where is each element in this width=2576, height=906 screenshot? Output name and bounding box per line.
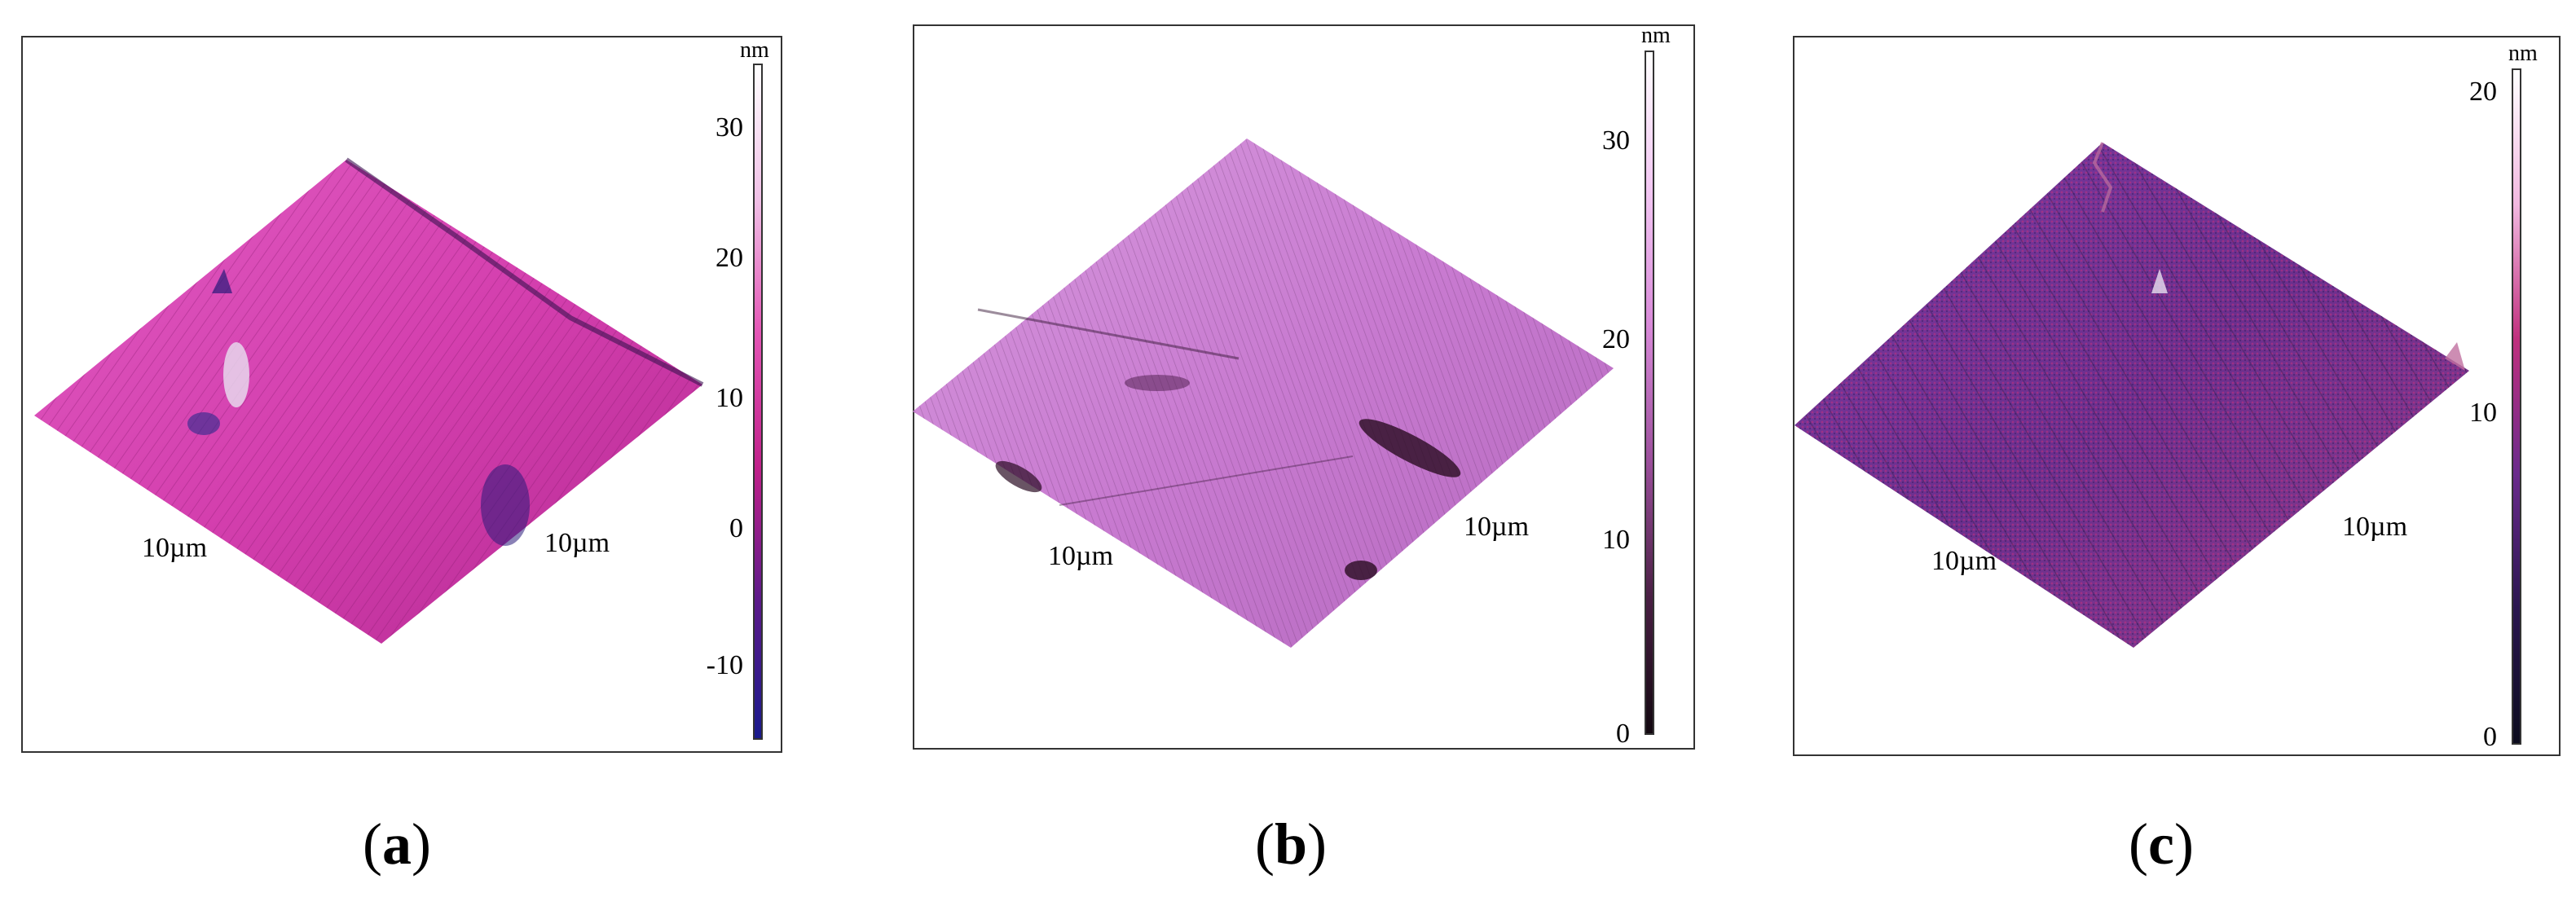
afm-3d-surface-a <box>34 157 704 644</box>
scale-tick-b-20: 20 <box>1602 324 1630 354</box>
axis-label-left-a: 10µm <box>142 533 208 563</box>
caption-c: (c) <box>2129 811 2194 877</box>
scale-tick-c-10: 10 <box>2469 398 2497 428</box>
scale-tick-b-10: 10 <box>1602 525 1630 555</box>
afm-3d-surface-b <box>913 139 1614 648</box>
panel-c: nm 20 10 0 10µm 10µm (c) <box>1777 0 2576 906</box>
colorbar-gradient-b <box>1645 51 1654 735</box>
caption-b: (b) <box>1255 811 1328 877</box>
scale-tick-a-30: 30 <box>716 112 743 143</box>
scale-tick-c-20: 20 <box>2469 77 2497 107</box>
unit-label-a: nm <box>740 37 769 63</box>
panel-a: nm 30 20 10 0 -10 10µm 10µm (a) <box>0 0 815 906</box>
axis-label-left-b: 10µm <box>1048 541 1114 571</box>
axis-label-right-c: 10µm <box>2342 512 2408 542</box>
scale-tick-a-minus10: -10 <box>706 650 743 680</box>
unit-label-b: nm <box>1641 23 1671 48</box>
unit-label-c: nm <box>2508 41 2538 66</box>
scale-tick-a-10: 10 <box>716 383 743 413</box>
axis-label-right-a: 10µm <box>544 528 610 558</box>
scale-tick-b-30: 30 <box>1602 125 1630 156</box>
colorbar-c <box>2512 68 2521 745</box>
afm-3d-surface-c <box>1794 142 2469 648</box>
colorbar-b <box>1645 51 1654 735</box>
scale-tick-a-20: 20 <box>716 243 743 273</box>
caption-a: (a) <box>363 811 431 877</box>
colorbar-gradient-a <box>753 64 763 740</box>
axis-label-left-c: 10µm <box>1931 546 1997 576</box>
panel-b: nm 30 20 10 0 10µm 10µm (b) <box>896 0 1711 906</box>
axis-label-right-b: 10µm <box>1464 512 1530 542</box>
colorbar-a <box>753 64 763 740</box>
scale-tick-b-0: 0 <box>1616 719 1630 749</box>
scale-tick-a-0: 0 <box>729 513 743 543</box>
scale-tick-c-0: 0 <box>2483 722 2497 752</box>
colorbar-gradient-c <box>2512 68 2521 745</box>
